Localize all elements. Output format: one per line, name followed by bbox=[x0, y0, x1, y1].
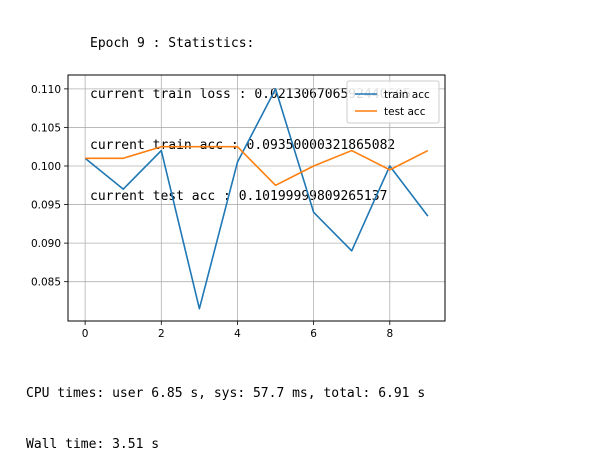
x-tick-label: 8 bbox=[386, 328, 393, 340]
epoch-line: Epoch 9 : Statistics: bbox=[90, 36, 255, 51]
y-tick-label: 0.085 bbox=[31, 277, 61, 289]
axis-ticks: 0 2 4 6 8 0.085 0.090 0.095 0.100 0.105 0.110 bbox=[31, 84, 393, 340]
axes-frame bbox=[67, 74, 446, 322]
cell-output-footer: CPU times: user 6.85 s, sys: 57.7 ms, to… bbox=[26, 351, 425, 470]
y-tick-label: 0.100 bbox=[31, 161, 61, 173]
test-acc-line: current test acc : 0.10199999809265137 bbox=[90, 189, 388, 204]
series-line-train-acc bbox=[84, 88, 429, 310]
wall-time-line: Wall time: 3.51 s bbox=[26, 437, 160, 452]
cpu-times-line: CPU times: user 6.85 s, sys: 57.7 ms, to… bbox=[26, 386, 426, 401]
legend-box bbox=[346, 80, 440, 124]
series-line-test-acc bbox=[85, 145, 429, 187]
legend-label-test-acc: test acc bbox=[384, 106, 426, 118]
x-tick-label: 4 bbox=[234, 328, 241, 340]
series-lines bbox=[84, 88, 429, 310]
x-tick-label: 0 bbox=[82, 328, 89, 340]
accuracy-line-chart: 0 2 4 6 8 0.085 0.090 0.095 0.100 0.105 0.110 trai… bbox=[31, 74, 446, 340]
legend: train acc test acc bbox=[346, 80, 440, 124]
y-tick-label: 0.090 bbox=[31, 238, 61, 250]
x-tick-label: 6 bbox=[310, 328, 317, 340]
train-acc-line: current train acc : 0.09350000321865082 bbox=[90, 138, 396, 153]
y-tick-label: 0.095 bbox=[31, 200, 61, 212]
x-tick-label: 2 bbox=[158, 328, 165, 340]
y-tick-label: 0.105 bbox=[31, 122, 61, 134]
y-tick-label: 0.110 bbox=[31, 84, 61, 96]
legend-label-train-acc: train acc bbox=[384, 89, 430, 101]
